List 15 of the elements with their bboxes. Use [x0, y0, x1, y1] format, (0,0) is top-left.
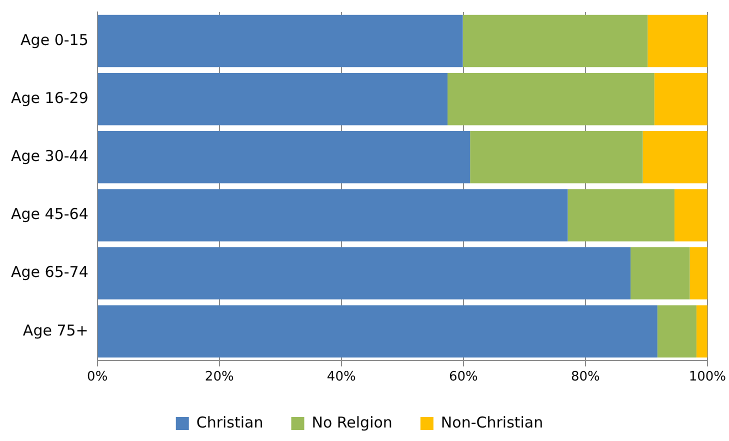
x-tick-label: 100%: [688, 370, 726, 385]
y-tick-label: Age 65-74: [10, 263, 88, 282]
legend-label: Christian: [196, 413, 264, 432]
x-tick-label: 40%: [326, 370, 356, 385]
legend-label: Non-Christian: [440, 413, 544, 432]
y-tick-label: Age 75+: [22, 321, 88, 340]
y-tick-label: Age 0-15: [20, 30, 88, 49]
x-tick-label: 60%: [448, 370, 478, 385]
x-tick-label: 80%: [570, 370, 600, 385]
y-tick-label: Age 16-29: [10, 88, 88, 107]
x-tick-label: 20%: [204, 370, 234, 385]
x-tick-label: 0%: [87, 370, 108, 385]
legend-label: No Relgion: [312, 413, 392, 432]
y-tick-label: Age 45-64: [10, 205, 88, 224]
y-tick-label: Age 30-44: [10, 147, 88, 166]
